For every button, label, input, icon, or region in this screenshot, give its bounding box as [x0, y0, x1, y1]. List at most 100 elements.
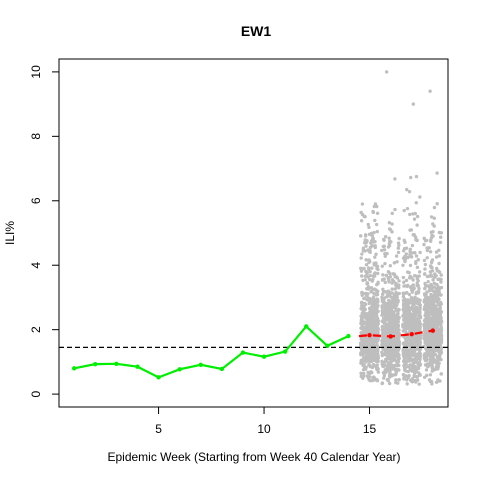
forecast-sample-point — [401, 322, 405, 327]
observed-point — [325, 343, 330, 348]
forecast-sample-point — [359, 330, 363, 335]
forecast-sample-point — [393, 287, 397, 291]
forecast-sample-point — [375, 297, 379, 301]
forecast-sample-point — [390, 358, 395, 363]
y-axis: 0 2 4 6 8 10 — [29, 65, 59, 397]
forecast-sample-point — [410, 288, 414, 292]
forecast-sample-point — [407, 306, 411, 310]
forecast-sample-point — [361, 266, 366, 271]
forecast-sample-point — [381, 287, 385, 291]
forecast-sample-point — [427, 338, 432, 343]
forecast-sample-point — [381, 297, 386, 301]
forecast-sample-point — [433, 307, 438, 311]
forecast-sample-point — [383, 359, 388, 364]
forecast-sample-point — [405, 187, 409, 192]
forecast-sample-point — [384, 70, 389, 74]
forecast-sample-point — [422, 258, 427, 263]
forecast-sample-point — [414, 367, 418, 372]
forecast-sample-point — [416, 317, 420, 322]
forecast-sample-point — [390, 278, 395, 282]
forecast-sample-point — [432, 358, 436, 362]
forecast-sample-point — [438, 342, 443, 347]
forecast-sample-point — [390, 211, 394, 216]
forecast-sample-point — [436, 277, 440, 282]
forecast-sample-point — [396, 358, 400, 362]
forecast-sample-point — [395, 260, 399, 264]
forecast-sample-point — [436, 288, 441, 292]
forecast-sample-point — [365, 341, 369, 346]
forecast-sample-point — [384, 273, 388, 278]
forecast-sample-point — [414, 261, 418, 266]
forecast-sample-point — [411, 316, 415, 320]
y-tick-label: 2 — [29, 326, 43, 333]
observed-point — [346, 333, 351, 339]
forecast-sample-point — [375, 211, 380, 215]
forecast-sample-point — [430, 269, 435, 273]
forecast-sample-point — [383, 301, 387, 305]
forecast-sample-point — [429, 359, 433, 363]
forecast-sample-point — [439, 316, 443, 320]
forecast-sample-point — [439, 322, 443, 326]
forecast-sample-point — [418, 372, 422, 377]
forecast-sample-point — [380, 331, 385, 336]
y-tick-label: 4 — [29, 262, 43, 269]
forecast-sample-point — [383, 261, 387, 266]
forecast-sample-point — [432, 205, 437, 210]
forecast-sample-point — [434, 255, 439, 259]
forecast-sample-point — [360, 290, 364, 295]
forecast-sample-point — [365, 297, 369, 302]
forecast-sample-point — [436, 293, 440, 298]
forecast-sample-point — [402, 349, 407, 353]
forecast-sample-point — [362, 371, 366, 376]
forecast-sample-point — [417, 270, 422, 274]
forecast-sample-point — [405, 378, 409, 382]
forecast-sample-point — [373, 202, 378, 206]
observed-point — [261, 354, 267, 359]
forecast-sample-point — [397, 308, 401, 312]
y-axis-label: ILI% — [3, 221, 17, 245]
forecast-sample-point — [405, 382, 409, 386]
observed-point — [177, 367, 182, 372]
forecast-sample-point — [369, 290, 373, 294]
forecast-sample-point — [422, 333, 426, 337]
forecast-sample-point — [437, 313, 442, 317]
forecast-sample-point — [380, 304, 384, 308]
forecast-sample-point — [363, 278, 367, 282]
forecast-sample-point — [397, 363, 401, 368]
forecast-sample-point — [376, 271, 380, 276]
forecast-sample-point — [439, 338, 444, 342]
forecast-sample-point — [407, 270, 411, 275]
forecast-sample-point — [385, 351, 390, 356]
forecast-sample-point — [392, 373, 397, 377]
forecast-sample-point — [407, 374, 411, 378]
forecast-sample-point — [411, 347, 416, 351]
forecast-sample-point — [434, 340, 439, 344]
forecast-sample-point — [411, 278, 415, 282]
forecast-sample-point — [405, 206, 410, 211]
forecast-sample-point — [397, 344, 402, 348]
forecast-sample-point — [425, 248, 430, 253]
forecast-sample-point — [393, 177, 397, 181]
forecast-sample-point — [376, 359, 380, 364]
forecast-sample-point — [364, 244, 368, 248]
forecast-sample-point — [397, 286, 401, 290]
x-axis-label: Epidemic Week (Starting from Week 40 Cal… — [107, 450, 400, 464]
forecast-sample-point — [435, 171, 439, 175]
forecast-sample-point — [388, 264, 393, 268]
forecast-sample-point — [415, 223, 419, 227]
forecast-sample-point — [416, 356, 421, 361]
forecast-sample-point — [365, 336, 369, 340]
forecast-sample-point — [438, 349, 443, 354]
forecast-sample-point — [359, 371, 363, 375]
x-tick-label: 10 — [257, 422, 271, 436]
forecast-sample-point — [397, 316, 401, 320]
forecast-sample-point — [394, 254, 399, 258]
forecast-sample-point — [416, 257, 421, 262]
forecast-sample-point — [412, 319, 416, 324]
forecast-sample-point — [373, 218, 377, 223]
forecast-sample-point — [366, 312, 371, 316]
forecast-sample-point — [430, 296, 435, 300]
forecast-sample-point — [403, 255, 407, 259]
forecast-sample-point — [363, 249, 367, 253]
